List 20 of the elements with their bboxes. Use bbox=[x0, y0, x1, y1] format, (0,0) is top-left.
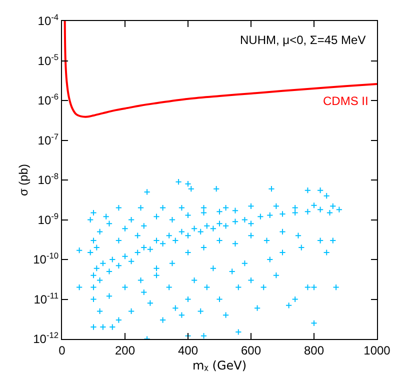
x-tick-label: 1000 bbox=[364, 343, 391, 358]
series-label: CDMS II bbox=[323, 94, 368, 108]
x-axis-title: mᵪ (GeV) bbox=[192, 358, 247, 372]
y-tick-label: 10$^{-6}$ bbox=[38, 92, 59, 108]
x-tick-label: 200 bbox=[114, 343, 136, 358]
x-tick-label: 400 bbox=[178, 343, 198, 358]
y-axis-title: σ (pb) bbox=[16, 164, 30, 196]
line-series bbox=[64, 21, 377, 118]
y-tick-label: 10$^{-10}$ bbox=[33, 250, 59, 267]
x-tick-label: 0 bbox=[58, 343, 66, 358]
y-tick-label: 10$^{-12}$ bbox=[33, 330, 59, 346]
annotation: NUHM, μ<0, Σ=45 MeV bbox=[240, 33, 366, 47]
y-tick-label: 10$^{-11}$ bbox=[34, 290, 59, 306]
y-tick-label: 10$^{-7}$ bbox=[38, 131, 59, 148]
x-tick-label: 600 bbox=[240, 343, 262, 358]
y-tick-label: 10$^{-9}$ bbox=[38, 210, 59, 227]
y-tick-label: 10$^{-8}$ bbox=[38, 171, 59, 188]
x-tick-label: 800 bbox=[304, 343, 324, 358]
y-tick-label: 10$^{-5}$ bbox=[38, 52, 59, 68]
y-tick-label: 10$^{-4}$ bbox=[38, 12, 59, 28]
